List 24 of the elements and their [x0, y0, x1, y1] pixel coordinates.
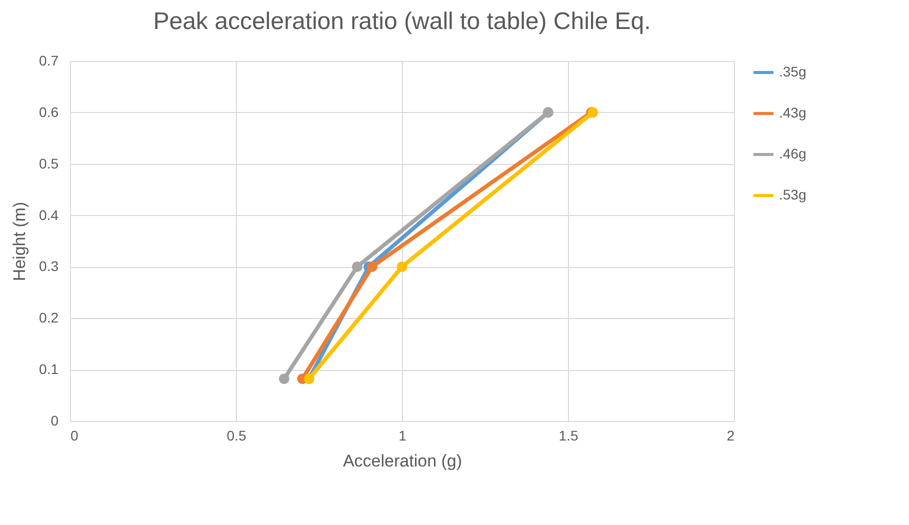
point: [278, 374, 290, 384]
point: [396, 261, 408, 272]
y-tick-label: 0.5: [39, 155, 59, 172]
x-tick-label: 2: [726, 428, 735, 444]
y-tick-label: 0.7: [39, 52, 59, 68]
legend-label: .46g: [779, 146, 806, 162]
y-tick-label: 0.4: [39, 206, 59, 223]
point: [366, 261, 378, 272]
chart-title: Peak acceleration ratio (wall to table) Chile Eq.: [153, 8, 651, 35]
x-tick-label: 1.5: [558, 428, 578, 444]
y-tick-label: 0.6: [39, 104, 59, 120]
y-tick-label: 0.3: [39, 258, 59, 274]
point: [352, 261, 362, 272]
x-axis-title: Acceleration (g): [342, 452, 462, 470]
legend-label: .35g: [779, 64, 806, 80]
x-tick-label: 0.5: [226, 428, 246, 444]
y-tick-label: 0: [50, 412, 59, 428]
legend-label: .53g: [779, 186, 806, 202]
y-axis-title: Height (m): [10, 202, 30, 282]
x-tick-label: 0: [70, 428, 78, 444]
y-tick-label: 0.1: [39, 361, 59, 378]
y-tick-label: 0.2: [39, 310, 59, 326]
x-tick-label: 1: [398, 428, 407, 444]
legend-label: .43g: [779, 104, 806, 120]
